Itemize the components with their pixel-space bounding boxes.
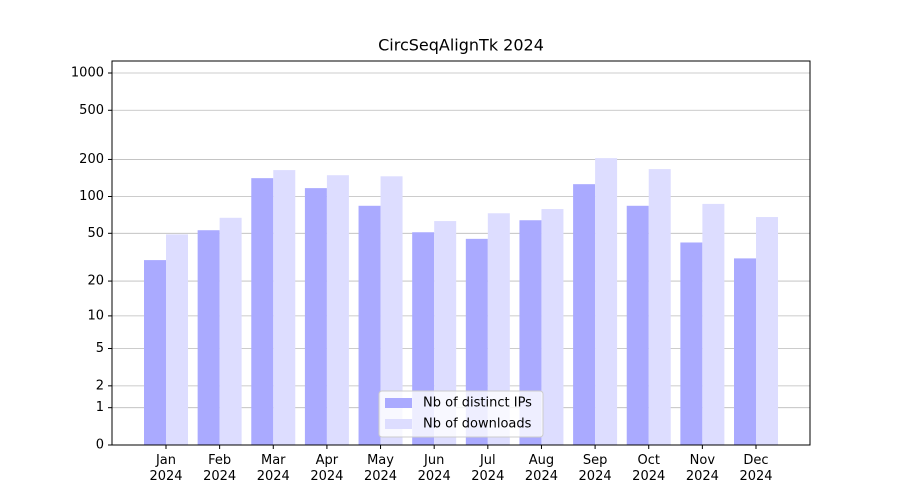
y-tick-label: 500 — [79, 103, 104, 118]
y-tick-label: 50 — [87, 226, 104, 241]
y-tick-label: 200 — [79, 152, 104, 167]
y-tick-label: 10 — [87, 308, 104, 323]
y-tick-label: 2 — [96, 378, 104, 393]
bar — [573, 184, 596, 445]
x-tick-label: Sep 2024 — [578, 453, 612, 484]
bar — [595, 158, 618, 445]
bar — [434, 221, 457, 445]
legend-box — [378, 390, 544, 438]
legend-swatch — [385, 419, 412, 429]
bar — [144, 260, 166, 445]
y-tick-label: 1 — [96, 400, 104, 415]
y-tick-label: 1000 — [71, 66, 104, 81]
plot-frame — [111, 60, 811, 446]
bar — [487, 213, 510, 445]
bar — [541, 209, 564, 445]
y-tick-label: 20 — [87, 274, 104, 289]
y-tick-label: 0 — [96, 438, 104, 453]
bar — [702, 203, 725, 445]
x-tick-label: May 2024 — [363, 453, 398, 484]
x-tick-label: Jun 2024 — [417, 453, 451, 484]
bar — [380, 176, 403, 446]
bar — [519, 220, 542, 445]
legend-label: Nb of distinct IPs — [423, 396, 532, 411]
bar — [251, 178, 274, 445]
x-tick-label: Jul 2024 — [471, 453, 505, 484]
bar — [680, 242, 703, 445]
chart-title: CircSeqAlignTk 2024 — [378, 36, 544, 55]
bar — [304, 188, 327, 445]
x-tick-label: Mar 2024 — [256, 453, 290, 484]
bar — [358, 205, 381, 445]
bar — [166, 234, 188, 445]
x-tick-label: Apr 2024 — [310, 453, 344, 484]
legend-label: Nb of downloads — [423, 417, 532, 432]
bar — [626, 205, 649, 445]
x-tick-label: Nov 2024 — [685, 453, 719, 484]
x-tick-label: Aug 2024 — [524, 453, 558, 484]
x-tick-label: Oct 2024 — [632, 453, 666, 484]
bar — [756, 217, 778, 445]
bar — [648, 169, 671, 446]
x-tick-label: Jan 2024 — [149, 453, 183, 484]
x-tick-label: Feb 2024 — [203, 453, 237, 484]
bar — [219, 217, 242, 445]
x-tick-label: Dec 2024 — [739, 453, 773, 484]
bar — [326, 175, 349, 445]
bar — [197, 230, 220, 445]
y-tick-label: 100 — [79, 189, 104, 204]
bar — [273, 170, 296, 445]
y-tick-label: 5 — [96, 341, 104, 356]
legend-swatch — [385, 398, 412, 408]
bar — [734, 258, 756, 445]
